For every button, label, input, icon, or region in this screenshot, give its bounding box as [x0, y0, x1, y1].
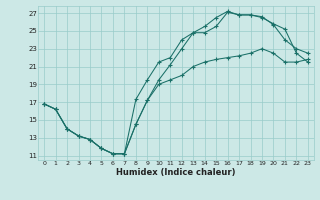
X-axis label: Humidex (Indice chaleur): Humidex (Indice chaleur)	[116, 168, 236, 177]
